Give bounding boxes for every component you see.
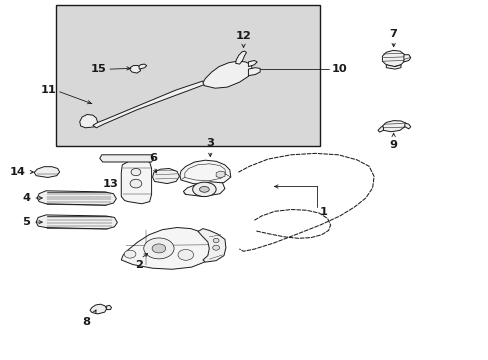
Polygon shape: [403, 55, 410, 62]
Text: 2: 2: [135, 260, 143, 270]
Text: 7: 7: [389, 29, 397, 39]
Polygon shape: [93, 81, 204, 128]
Polygon shape: [382, 121, 405, 132]
Text: 4: 4: [22, 193, 30, 203]
Polygon shape: [100, 155, 153, 162]
Polygon shape: [106, 305, 111, 310]
Polygon shape: [235, 51, 246, 64]
Text: 11: 11: [41, 85, 56, 95]
Polygon shape: [36, 215, 117, 229]
Ellipse shape: [192, 182, 216, 197]
Polygon shape: [180, 160, 230, 185]
Polygon shape: [248, 68, 260, 76]
Ellipse shape: [212, 245, 219, 250]
Ellipse shape: [131, 168, 141, 176]
Text: 15: 15: [91, 64, 106, 74]
Polygon shape: [248, 60, 257, 67]
Ellipse shape: [130, 179, 142, 188]
Polygon shape: [198, 229, 225, 262]
Polygon shape: [121, 228, 212, 269]
Polygon shape: [377, 127, 383, 132]
Bar: [56, 5, 320, 146]
Polygon shape: [90, 304, 106, 314]
Polygon shape: [382, 50, 404, 67]
Polygon shape: [37, 191, 116, 205]
Text: 13: 13: [102, 179, 118, 189]
Polygon shape: [139, 64, 146, 69]
Polygon shape: [386, 65, 400, 69]
Ellipse shape: [213, 238, 219, 243]
Ellipse shape: [199, 186, 209, 192]
Text: 12: 12: [235, 31, 251, 41]
Ellipse shape: [143, 238, 174, 259]
Ellipse shape: [178, 249, 193, 260]
Polygon shape: [216, 171, 224, 178]
Polygon shape: [80, 114, 98, 128]
Text: 8: 8: [82, 317, 90, 327]
Polygon shape: [152, 168, 179, 184]
Ellipse shape: [152, 244, 165, 253]
Text: 5: 5: [22, 217, 30, 227]
Ellipse shape: [124, 250, 136, 258]
Polygon shape: [203, 61, 252, 88]
Text: 14: 14: [10, 167, 25, 177]
Polygon shape: [404, 123, 410, 129]
Text: 9: 9: [389, 140, 397, 150]
Polygon shape: [34, 167, 60, 177]
Polygon shape: [121, 160, 151, 204]
Text: 3: 3: [206, 138, 214, 148]
Text: 10: 10: [331, 64, 346, 74]
Polygon shape: [130, 66, 140, 73]
Text: 1: 1: [319, 207, 326, 217]
Polygon shape: [183, 182, 224, 197]
Text: 6: 6: [149, 153, 157, 163]
